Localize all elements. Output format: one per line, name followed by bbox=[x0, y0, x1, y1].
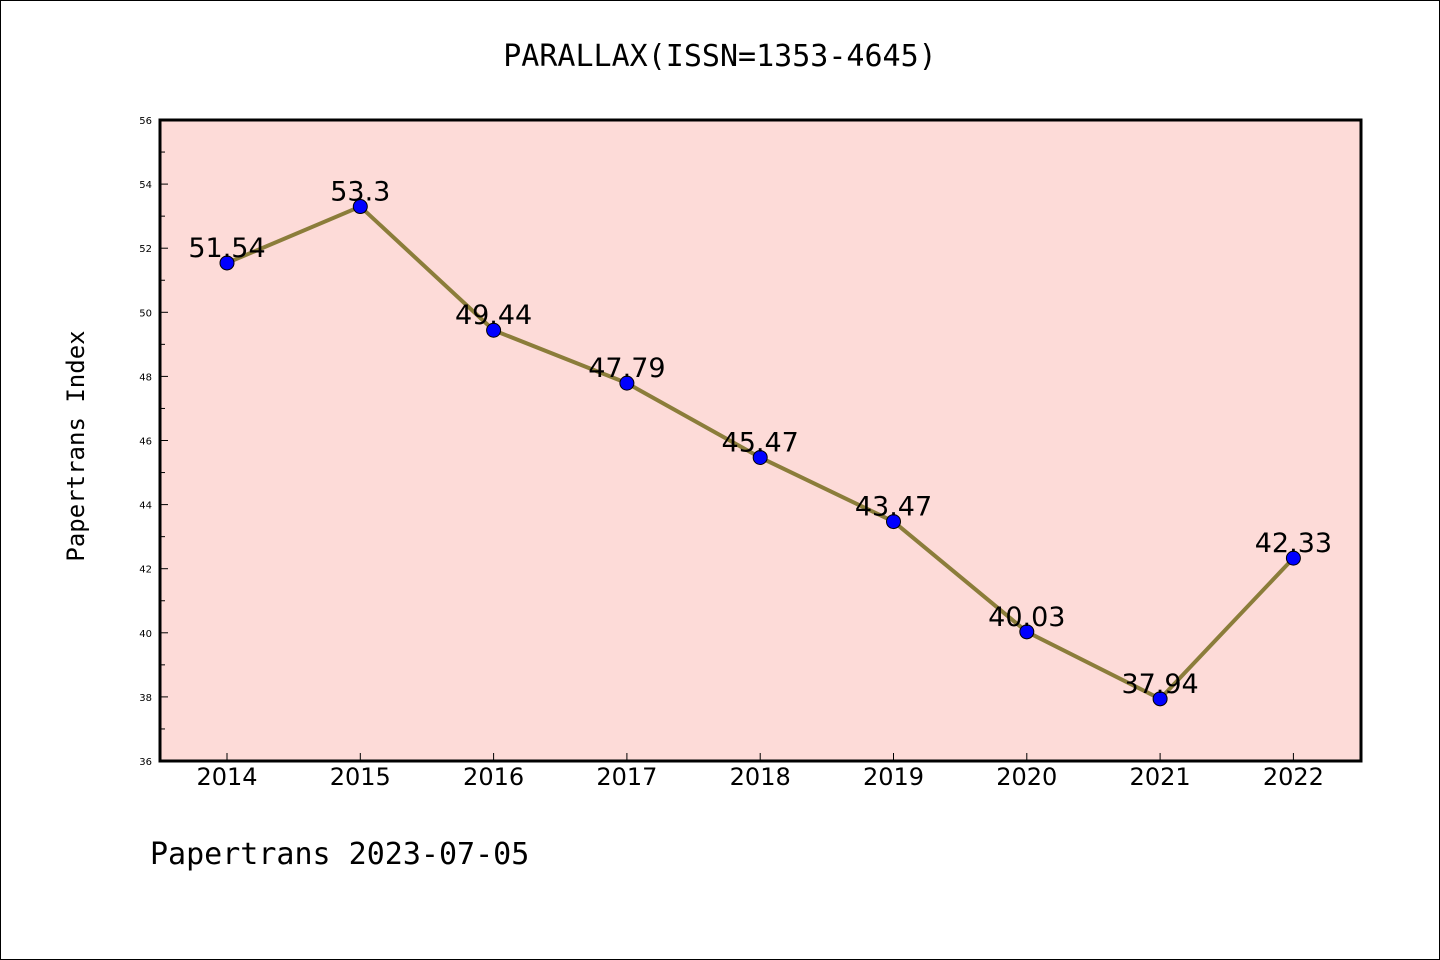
data-label: 45.47 bbox=[722, 427, 799, 458]
y-axis-title: Papertrans Index bbox=[62, 330, 90, 561]
y-tick-label: 54 bbox=[139, 180, 152, 191]
x-tick-label: 2020 bbox=[996, 763, 1057, 791]
x-tick-label: 2021 bbox=[1130, 763, 1191, 791]
chart-title: PARALLAX(ISSN=1353-4645) bbox=[503, 39, 936, 74]
data-label: 43.47 bbox=[855, 492, 932, 523]
y-tick-label: 36 bbox=[139, 757, 152, 768]
y-tick-label: 52 bbox=[139, 244, 152, 255]
data-label: 42.33 bbox=[1255, 528, 1332, 559]
x-tick-label: 2015 bbox=[330, 763, 391, 791]
data-label: 51.54 bbox=[188, 233, 265, 264]
x-tick-label: 2014 bbox=[196, 763, 257, 791]
y-tick-label: 38 bbox=[139, 693, 152, 704]
y-tick-label: 48 bbox=[139, 372, 152, 383]
x-tick-label: 2016 bbox=[463, 763, 524, 791]
x-tick-label: 2019 bbox=[863, 763, 924, 791]
x-tick-label: 2017 bbox=[596, 763, 657, 791]
y-tick-label: 42 bbox=[139, 565, 152, 576]
y-tick-label: 46 bbox=[139, 437, 152, 448]
y-tick-label: 50 bbox=[139, 308, 152, 319]
x-tick-label: 2022 bbox=[1263, 763, 1324, 791]
footer-date-label: Papertrans 2023-07-05 bbox=[150, 837, 529, 872]
y-tick-label: 40 bbox=[139, 629, 152, 640]
data-label: 47.79 bbox=[588, 353, 665, 384]
data-label: 40.03 bbox=[988, 602, 1065, 633]
data-label: 37.94 bbox=[1121, 669, 1198, 700]
x-tick-label: 2018 bbox=[730, 763, 791, 791]
data-label: 49.44 bbox=[455, 300, 532, 331]
y-tick-label: 56 bbox=[139, 116, 152, 127]
data-label: 53.3 bbox=[330, 177, 390, 208]
y-tick-label: 44 bbox=[139, 501, 152, 512]
